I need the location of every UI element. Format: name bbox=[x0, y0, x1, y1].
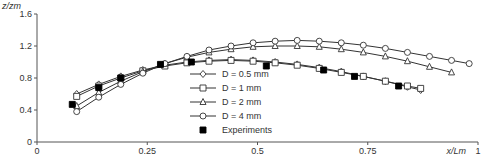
x-tick bbox=[257, 142, 258, 145]
legend: D = 0.5 mm D = 1 mm D = 2 mm D = 4 mm Experi… bbox=[190, 69, 273, 135]
marker-triangle bbox=[360, 49, 366, 55]
marker-circle bbox=[184, 53, 190, 59]
marker-square bbox=[118, 75, 124, 81]
marker-circle bbox=[449, 57, 455, 63]
plot-area bbox=[69, 37, 472, 114]
marker-circle bbox=[140, 70, 146, 76]
marker-circle bbox=[206, 47, 212, 53]
marker-square bbox=[272, 60, 278, 66]
series-line bbox=[77, 60, 421, 94]
marker-filled-square bbox=[396, 83, 402, 89]
marker-filled-square bbox=[69, 101, 75, 107]
x-tick bbox=[478, 142, 479, 145]
marker-diamond bbox=[404, 83, 410, 90]
legend-marker bbox=[200, 127, 206, 133]
marker-diamond bbox=[250, 57, 256, 64]
marker-square bbox=[360, 73, 366, 79]
marker-filled-square bbox=[352, 73, 358, 79]
marker-circle bbox=[228, 43, 234, 49]
marker-diamond bbox=[360, 73, 366, 80]
y-tick bbox=[34, 14, 37, 15]
marker-diamond bbox=[228, 56, 234, 63]
series bbox=[74, 43, 455, 109]
marker-circle bbox=[272, 38, 278, 44]
marker-square bbox=[228, 57, 234, 63]
marker-diamond bbox=[294, 61, 300, 68]
x-tick bbox=[367, 142, 368, 145]
chart: 0 0.25 0.5 0.75 1 0 0.4 0.8 1.2 1.6z/zm x/Lm D = 0.… bbox=[0, 0, 500, 160]
legend-marker bbox=[200, 71, 206, 78]
marker-circle bbox=[250, 40, 256, 46]
legend-label: D = 4 mm bbox=[222, 111, 261, 121]
marker-triangle bbox=[404, 58, 410, 64]
marker-triangle bbox=[382, 53, 388, 59]
marker-filled-square bbox=[118, 75, 124, 81]
y-tick-label: 0 bbox=[27, 137, 32, 147]
marker-circle bbox=[466, 61, 472, 67]
marker-diamond bbox=[382, 78, 388, 85]
legend-marker bbox=[200, 99, 206, 105]
series bbox=[74, 56, 424, 97]
marker-filled-square bbox=[321, 67, 327, 73]
marker-filled-square bbox=[188, 59, 194, 65]
marker-square bbox=[404, 83, 410, 89]
y-tick-label: 1.6 bbox=[19, 9, 32, 19]
legend-label: D = 1 mm bbox=[222, 83, 261, 93]
marker-circle bbox=[96, 94, 102, 100]
marker-circle bbox=[294, 37, 300, 43]
marker-triangle bbox=[338, 46, 344, 52]
marker-circle bbox=[404, 49, 410, 55]
marker-square bbox=[418, 85, 424, 91]
marker-circle bbox=[382, 45, 388, 51]
marker-square bbox=[382, 78, 388, 84]
marker-filled-square bbox=[96, 85, 102, 91]
marker-diamond bbox=[206, 57, 212, 64]
marker-square bbox=[250, 58, 256, 64]
x-tick-label: 0 bbox=[34, 146, 39, 156]
marker-circle bbox=[360, 42, 366, 48]
x-axis-label: x/Lm bbox=[445, 146, 466, 156]
y-tick-label: 0.4 bbox=[19, 105, 32, 115]
y-tick-label: 1.2 bbox=[19, 41, 32, 51]
x-tick-label: 0.75 bbox=[359, 146, 377, 156]
marker-circle bbox=[74, 109, 80, 115]
marker-square bbox=[294, 62, 300, 68]
marker-triangle bbox=[426, 63, 432, 69]
legend-label: Experiments bbox=[222, 125, 273, 135]
marker-diamond bbox=[272, 59, 278, 66]
series-line bbox=[77, 40, 469, 111]
y-tick bbox=[34, 46, 37, 47]
series bbox=[74, 37, 472, 114]
y-tick bbox=[34, 78, 37, 79]
marker-triangle bbox=[449, 69, 455, 75]
y-tick bbox=[34, 142, 37, 143]
marker-circle bbox=[316, 38, 322, 44]
legend-marker bbox=[200, 113, 206, 119]
x-tick-label: 0.5 bbox=[251, 146, 264, 156]
legend-marker bbox=[200, 85, 206, 91]
marker-filled-square bbox=[157, 61, 163, 67]
y-tick bbox=[34, 110, 37, 111]
legend-label: D = 0.5 mm bbox=[222, 69, 269, 79]
x-tick bbox=[147, 142, 148, 145]
marker-circle bbox=[338, 40, 344, 46]
marker-circle bbox=[426, 53, 432, 59]
y-tick-label: 0.8 bbox=[19, 73, 32, 83]
marker-square bbox=[74, 93, 80, 99]
x-tick-label: 1 bbox=[475, 146, 480, 156]
legend-label: D = 2 mm bbox=[222, 97, 261, 107]
marker-diamond bbox=[338, 68, 344, 75]
marker-square bbox=[338, 69, 344, 75]
series-line bbox=[77, 46, 452, 106]
marker-square bbox=[206, 58, 212, 64]
y-axis-label: z/zm bbox=[1, 1, 22, 11]
x-tick-label: 0.25 bbox=[138, 146, 156, 156]
series bbox=[69, 59, 401, 107]
marker-circle bbox=[118, 81, 124, 87]
